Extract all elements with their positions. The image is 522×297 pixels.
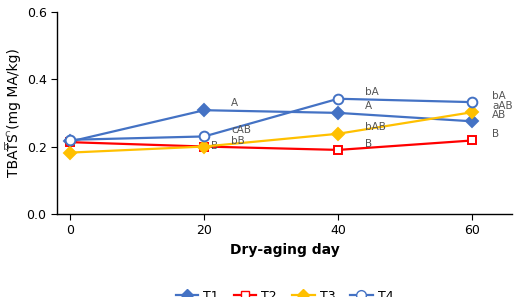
- X-axis label: Dry-aging day: Dry-aging day: [230, 243, 339, 257]
- Text: bB: bB: [231, 135, 245, 146]
- Text: B: B: [492, 129, 500, 139]
- Text: bAB: bAB: [365, 122, 386, 132]
- T2: [67, 140, 74, 144]
- T4: [67, 138, 74, 142]
- Text: A: A: [231, 98, 238, 108]
- Text: cAB: cAB: [231, 125, 251, 135]
- T3: [201, 145, 207, 148]
- Text: b: b: [4, 142, 10, 151]
- Line: T1: T1: [66, 106, 476, 146]
- T3: [67, 151, 74, 154]
- T1: [335, 111, 341, 115]
- Text: B: B: [365, 139, 372, 148]
- T3: [335, 132, 341, 135]
- T1: [469, 119, 475, 123]
- T2: [335, 148, 341, 152]
- T3: [469, 110, 475, 114]
- Text: A: A: [365, 101, 372, 111]
- Line: T2: T2: [66, 136, 476, 154]
- T4: [335, 97, 341, 101]
- Text: B: B: [211, 141, 218, 151]
- Line: T4: T4: [65, 94, 477, 145]
- Text: bA: bA: [492, 91, 506, 101]
- T4: [201, 135, 207, 138]
- T2: [469, 139, 475, 142]
- T4: [469, 100, 475, 104]
- T1: [67, 140, 74, 143]
- T2: [201, 145, 207, 148]
- Text: aAB: aAB: [492, 101, 513, 111]
- Text: AB: AB: [492, 110, 506, 120]
- Legend: T1, T2, T3, T4: T1, T2, T3, T4: [171, 285, 398, 297]
- Text: bA: bA: [365, 87, 378, 97]
- T1: [201, 108, 207, 112]
- Line: T3: T3: [66, 108, 476, 157]
- Y-axis label: TBATS (mg MA/kg): TBATS (mg MA/kg): [7, 48, 21, 177]
- Text: c: c: [4, 129, 10, 139]
